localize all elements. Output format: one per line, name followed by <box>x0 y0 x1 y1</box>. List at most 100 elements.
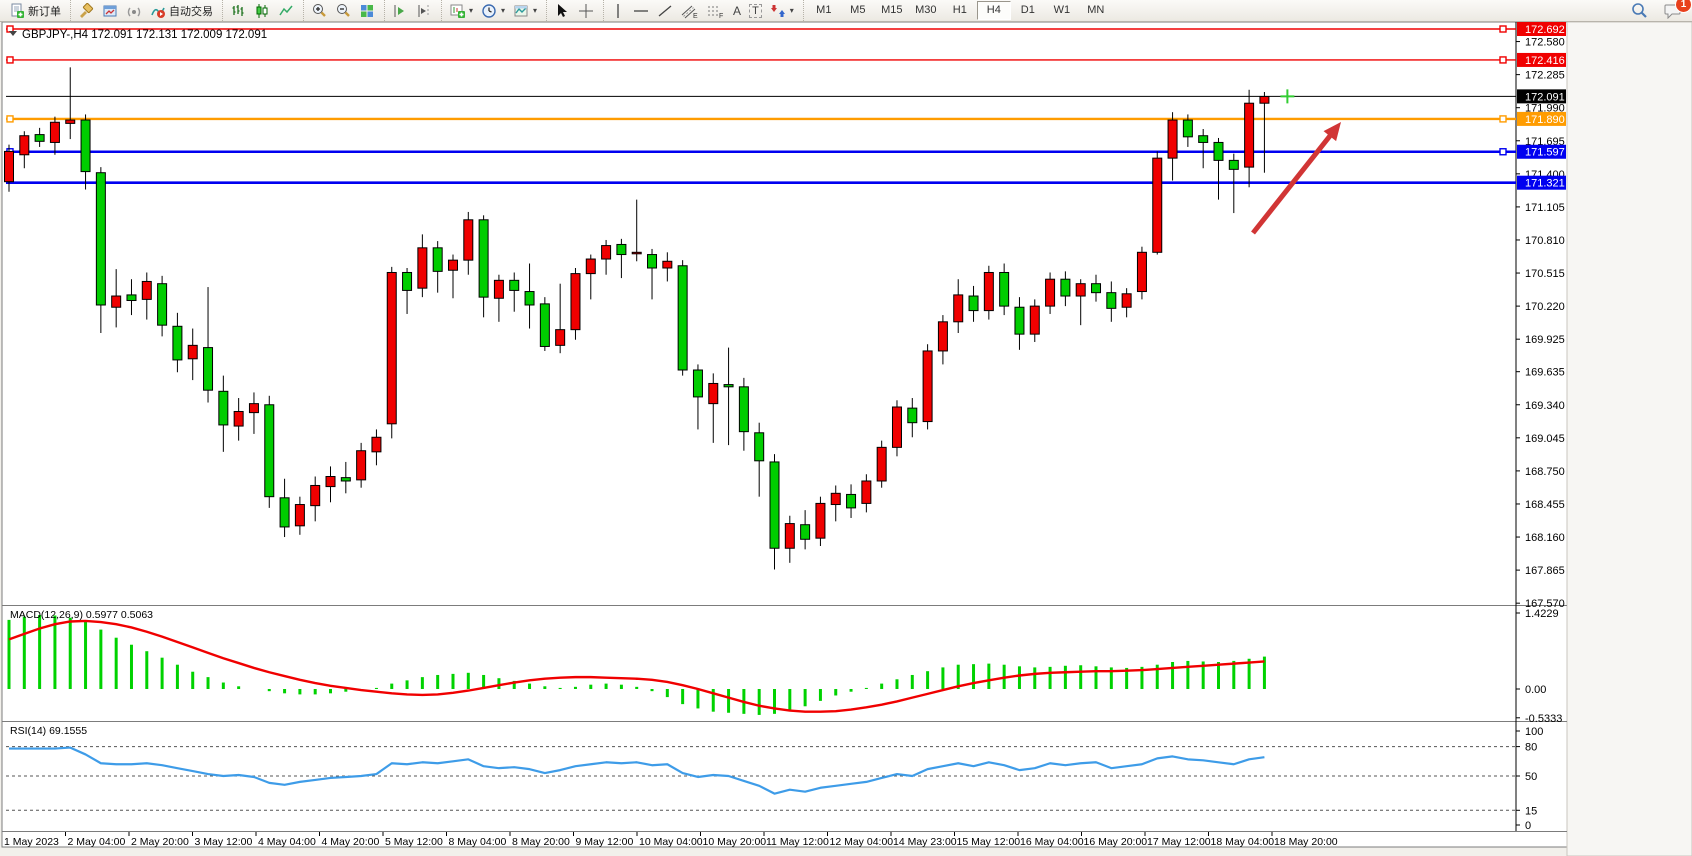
zoom-out-button[interactable] <box>331 1 355 21</box>
group-zoom <box>303 0 382 21</box>
svg-text:172.580: 172.580 <box>1525 37 1565 49</box>
candle-up <box>922 350 933 423</box>
group-trade: 新订单 <box>2 0 68 21</box>
line-handle[interactable] <box>1499 115 1507 123</box>
chart-client-area[interactable] <box>1 21 1568 848</box>
text-tool-button[interactable]: A <box>729 1 745 21</box>
horizontal-line-button[interactable] <box>629 1 653 21</box>
trendline-button[interactable] <box>653 1 677 21</box>
line-handle[interactable] <box>1499 25 1507 33</box>
symbol-dropdown-icon[interactable] <box>9 31 17 36</box>
group-scroll <box>384 0 439 21</box>
tab-timeframe-M30[interactable]: M30 <box>915 4 937 16</box>
candle-up <box>1167 119 1178 159</box>
group-chart-type <box>222 0 301 21</box>
svg-text:172.091: 172.091 <box>1525 91 1565 103</box>
candle-up <box>937 321 948 352</box>
market-watch-button[interactable] <box>74 1 98 21</box>
tile-windows-button[interactable] <box>355 1 379 21</box>
crosshair-button[interactable] <box>574 1 598 21</box>
line-handle[interactable] <box>6 56 14 64</box>
signals-button[interactable] <box>122 1 146 21</box>
arrows-button[interactable]: ▾ <box>766 1 798 21</box>
notification-badge: 1 <box>1675 0 1692 13</box>
candle-down <box>738 386 749 433</box>
new-order-icon <box>9 3 25 19</box>
search-button[interactable] <box>1627 1 1652 21</box>
notifications-button[interactable]: 1 <box>1660 0 1692 21</box>
group-cursor <box>546 0 601 21</box>
text-tool-icon: A <box>733 3 742 18</box>
candle-up <box>493 279 504 299</box>
auto-scroll-icon <box>392 3 408 19</box>
text-label-button[interactable]: T <box>745 1 766 21</box>
periods-button[interactable]: ▾ <box>477 1 509 21</box>
zoom-in-button[interactable] <box>307 1 331 21</box>
candle-down <box>907 407 918 424</box>
candle-down <box>157 283 168 326</box>
candle-down <box>1091 283 1102 294</box>
horizontal-line-icon <box>633 3 649 19</box>
tab-timeframe-MN[interactable]: MN <box>1087 4 1105 16</box>
candle-up <box>141 280 152 300</box>
strategy-tester-button[interactable] <box>98 1 122 21</box>
candle-down <box>723 384 734 388</box>
autotrading-button[interactable]: 自动交易 <box>146 1 217 21</box>
candle-up <box>1152 157 1163 253</box>
dropdown-caret: ▾ <box>501 6 506 15</box>
candle-up <box>861 480 872 504</box>
line-chart-button[interactable] <box>274 1 298 21</box>
candle-up <box>891 406 902 448</box>
svg-text:80: 80 <box>1525 742 1537 754</box>
candle-down <box>264 404 275 498</box>
candle-up <box>248 403 259 414</box>
vertical-line-button[interactable] <box>607 1 629 21</box>
group-windows: 自动交易 <box>70 0 220 21</box>
ohlc-bars-icon <box>230 3 246 19</box>
candle-down <box>968 295 979 312</box>
tab-timeframe-D1[interactable]: D1 <box>1020 4 1035 16</box>
svg-text:16 May 04:00: 16 May 04:00 <box>1020 836 1084 848</box>
new-chart-button[interactable]: ▾ <box>445 1 477 21</box>
templates-button[interactable]: ▾ <box>509 1 541 21</box>
candle-up <box>601 245 612 260</box>
svg-text:170.515: 170.515 <box>1525 268 1565 280</box>
tab-timeframe-H1[interactable]: H1 <box>952 4 967 16</box>
fibonacci-button[interactable]: F <box>703 1 729 21</box>
svg-text:8 May 20:00: 8 May 20:00 <box>512 836 570 848</box>
candle-down <box>692 369 703 398</box>
svg-text:14 May 23:00: 14 May 23:00 <box>893 836 957 848</box>
cursor-button[interactable] <box>550 1 574 21</box>
line-handle[interactable] <box>6 115 14 123</box>
tab-timeframe-H4[interactable]: H4 <box>976 1 1011 20</box>
candle-down <box>279 497 290 528</box>
new-order-button[interactable]: 新订单 <box>5 1 65 21</box>
line-handle[interactable] <box>1499 56 1507 64</box>
candle-down <box>1213 141 1224 161</box>
candlestick-button[interactable] <box>250 1 274 21</box>
trend-arrow-annotation[interactable] <box>1251 122 1341 235</box>
line-chart-icon <box>278 3 294 19</box>
fibonacci-icon: F <box>707 3 725 19</box>
chart-shift-button[interactable] <box>412 1 436 21</box>
candle-down <box>1106 292 1117 309</box>
candlestick-icon <box>254 3 270 19</box>
svg-text:18 May 20:00: 18 May 20:00 <box>1274 836 1338 848</box>
svg-text:172.416: 172.416 <box>1525 55 1565 67</box>
autotrading-label: 自动交易 <box>169 5 213 18</box>
tab-timeframe-M15[interactable]: M15 <box>881 4 903 16</box>
svg-text:0: 0 <box>1525 820 1531 832</box>
tab-timeframe-W1[interactable]: W1 <box>1053 4 1071 16</box>
tab-timeframe-M5[interactable]: M5 <box>850 4 866 16</box>
auto-scroll-button[interactable] <box>388 1 412 21</box>
svg-text:169.635: 169.635 <box>1525 367 1565 379</box>
chart-header: GBPJPY-,H4 172.091 172.131 172.009 172.0… <box>9 29 267 41</box>
equidistant-channel-button[interactable]: E <box>677 1 703 21</box>
tab-timeframe-M1[interactable]: M1 <box>816 4 832 16</box>
candle-up <box>356 450 367 481</box>
candle-down <box>999 271 1010 307</box>
ohlc-bars-button[interactable] <box>226 1 250 21</box>
line-handle[interactable] <box>1499 148 1507 156</box>
candle-up <box>983 271 994 312</box>
